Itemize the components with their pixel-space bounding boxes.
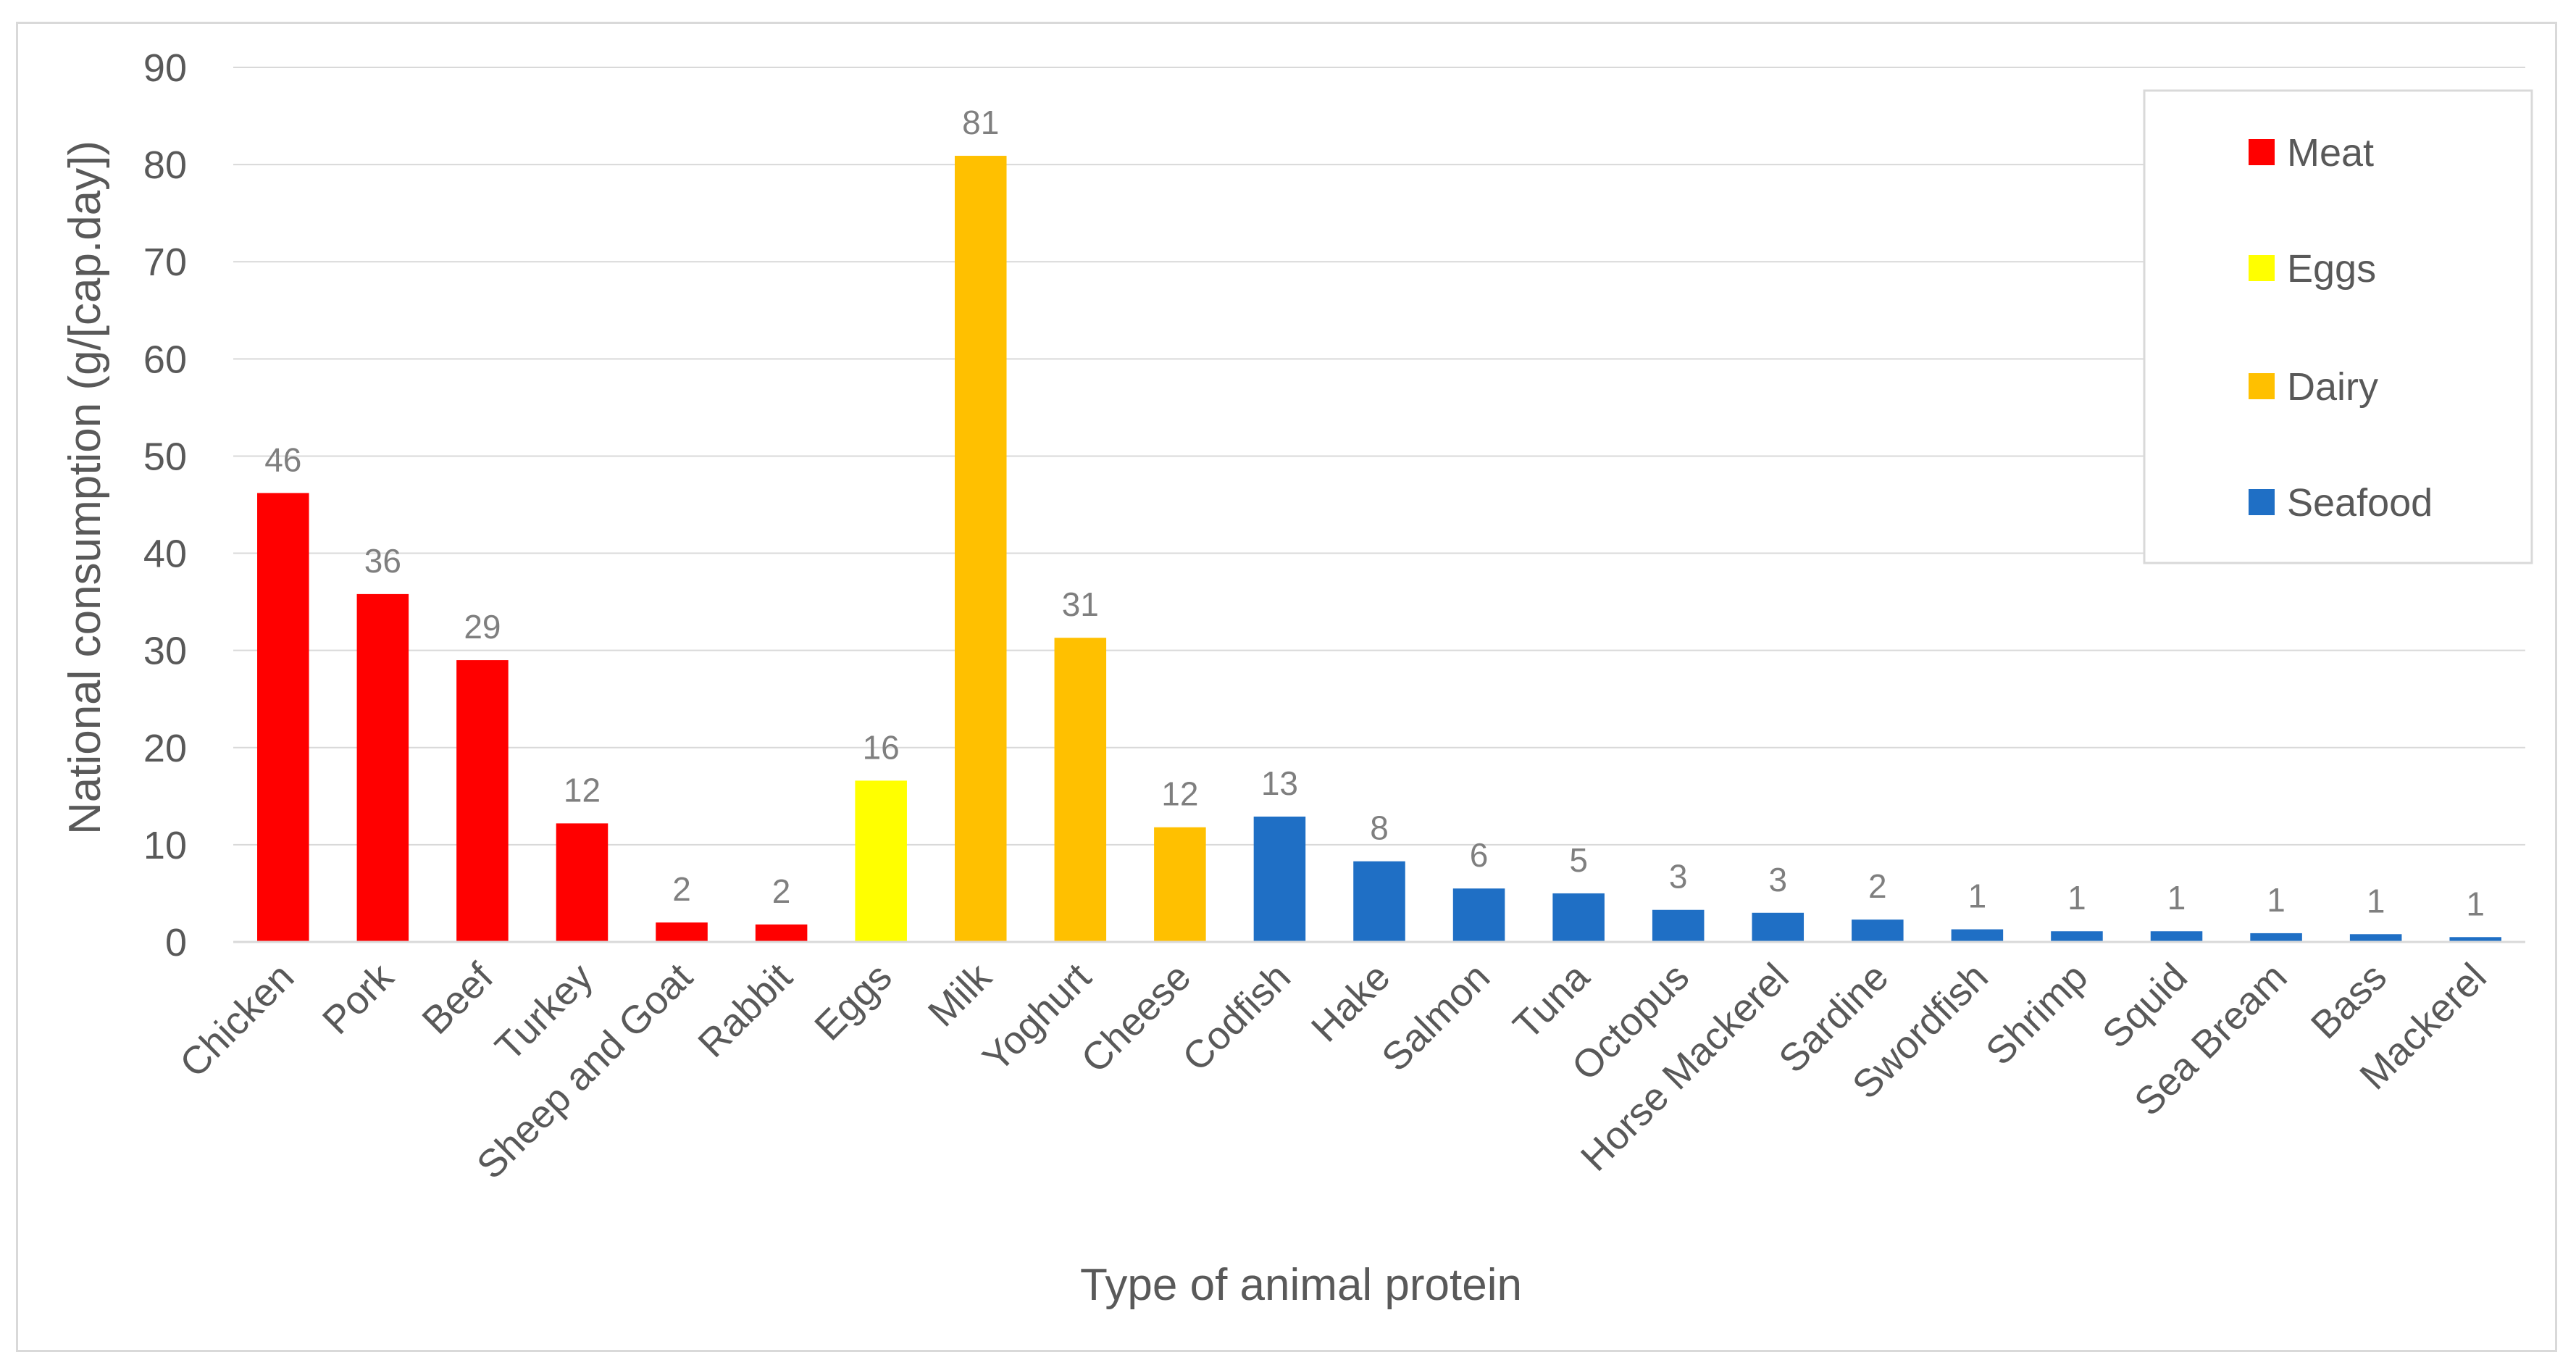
bar-hake xyxy=(1353,861,1405,942)
data-label-shrimp: 1 xyxy=(2067,879,2086,917)
legend: Meat Eggs Dairy Seafood xyxy=(2143,89,2533,564)
data-label-hake: 8 xyxy=(1370,809,1389,847)
data-label-cheese: 12 xyxy=(1161,775,1198,813)
data-label-sea-bream: 1 xyxy=(2267,881,2286,919)
bar-sheep-and-goat xyxy=(656,922,708,942)
y-axis-title: National consumption (g/[cap.day]) xyxy=(60,141,110,835)
legend-label-dairy: Dairy xyxy=(2287,365,2378,409)
bar-rabbit xyxy=(755,924,808,942)
data-label-tuna: 5 xyxy=(1569,841,1588,879)
bar-swordfish xyxy=(1951,929,2004,942)
bar-horse-mackerel xyxy=(1752,912,1805,942)
data-label-octopus: 3 xyxy=(1669,858,1688,896)
data-label-squid: 1 xyxy=(2167,879,2186,917)
legend-swatch-dairy xyxy=(2249,373,2275,399)
data-label-bass: 1 xyxy=(2367,882,2385,919)
y-tick-label-0: 0 xyxy=(165,921,187,964)
data-label-swordfish: 1 xyxy=(1968,877,1987,915)
bar-shrimp xyxy=(2051,931,2103,942)
x-tick-label-milk: Milk xyxy=(920,954,1000,1035)
bar-salmon xyxy=(1452,888,1505,942)
bar-sardine xyxy=(1852,919,1904,942)
x-tick-label-beef: Beef xyxy=(414,954,502,1043)
x-tick-label-rabbit: Rabbit xyxy=(690,955,800,1066)
x-axis-title: Type of animal protein xyxy=(1080,1260,1522,1310)
bar-sea-bream xyxy=(2250,933,2302,942)
bar-codfish xyxy=(1253,816,1306,942)
bar-octopus xyxy=(1652,909,1705,942)
bar-bass xyxy=(2349,934,2402,942)
legend-label-eggs: Eggs xyxy=(2287,247,2376,291)
bar-mackerel xyxy=(2449,937,2501,942)
data-label-mackerel: 1 xyxy=(2466,885,2485,922)
data-label-horse-mackerel: 3 xyxy=(1768,861,1787,898)
legend-label-meat: Meat xyxy=(2287,131,2374,175)
y-tick-label-80: 80 xyxy=(143,143,187,187)
data-label-pork: 36 xyxy=(364,542,401,580)
y-tick-label-60: 60 xyxy=(143,338,187,381)
y-tick-label-70: 70 xyxy=(143,241,187,284)
bar-milk xyxy=(954,156,1007,942)
bar-pork xyxy=(356,593,409,942)
data-label-beef: 29 xyxy=(464,608,501,646)
data-label-codfish: 13 xyxy=(1261,764,1298,802)
y-tick-label-50: 50 xyxy=(143,435,187,478)
legend-swatch-seafood xyxy=(2249,489,2275,515)
x-tick-label-hake: Hake xyxy=(1303,955,1399,1051)
data-label-milk: 81 xyxy=(962,104,999,141)
x-tick-label-pork: Pork xyxy=(314,954,403,1043)
bar-turkey xyxy=(556,823,609,942)
data-label-sheep-and-goat: 2 xyxy=(672,870,691,908)
data-label-turkey: 12 xyxy=(564,771,601,809)
chart-frame xyxy=(16,22,2557,1352)
x-tick-label-salmon: Salmon xyxy=(1373,955,1498,1080)
bar-yoghurt xyxy=(1054,638,1107,942)
legend-label-seafood: Seafood xyxy=(2287,481,2433,525)
x-tick-label-cheese: Cheese xyxy=(1073,955,1199,1081)
x-tick-label-shrimp: Shrimp xyxy=(1978,955,2096,1073)
x-tick-label-chicken: Chicken xyxy=(172,955,302,1085)
y-tick-label-20: 20 xyxy=(143,727,187,770)
legend-swatch-meat xyxy=(2249,139,2275,165)
x-tick-label-yoghurt: Yoghurt xyxy=(974,955,1100,1080)
bar-cheese xyxy=(1154,827,1206,942)
x-tick-label-eggs: Eggs xyxy=(806,955,900,1048)
bar-squid xyxy=(2150,931,2203,942)
data-label-yoghurt: 31 xyxy=(1062,585,1099,623)
y-tick-label-10: 10 xyxy=(143,824,187,867)
x-tick-label-codfish: Codfish xyxy=(1174,955,1299,1080)
y-tick-label-90: 90 xyxy=(143,46,187,90)
data-label-sardine: 2 xyxy=(1868,867,1887,905)
bar-tuna xyxy=(1552,893,1605,942)
data-label-salmon: 6 xyxy=(1470,836,1489,874)
legend-box xyxy=(2143,89,2533,564)
data-label-eggs: 16 xyxy=(863,728,900,766)
bars xyxy=(257,156,2501,942)
data-labels: 46 36 29 12 2 2 16 81 31 12 13 8 6 5 3 3 2 1 1 1 1 1 1 xyxy=(264,104,2485,922)
y-axis-ticks: 0 10 20 30 40 50 60 70 80 90 xyxy=(143,46,187,964)
bar-beef xyxy=(456,660,509,942)
bar-chicken xyxy=(257,493,309,942)
legend-swatch-eggs xyxy=(2249,255,2275,281)
data-label-rabbit: 2 xyxy=(772,872,791,910)
x-tick-label-tuna: Tuna xyxy=(1505,954,1599,1048)
y-tick-label-40: 40 xyxy=(143,533,187,576)
data-label-chicken: 46 xyxy=(264,441,301,478)
bar-eggs xyxy=(855,780,907,942)
y-tick-label-30: 30 xyxy=(143,630,187,673)
x-tick-label-bass: Bass xyxy=(2303,955,2395,1047)
